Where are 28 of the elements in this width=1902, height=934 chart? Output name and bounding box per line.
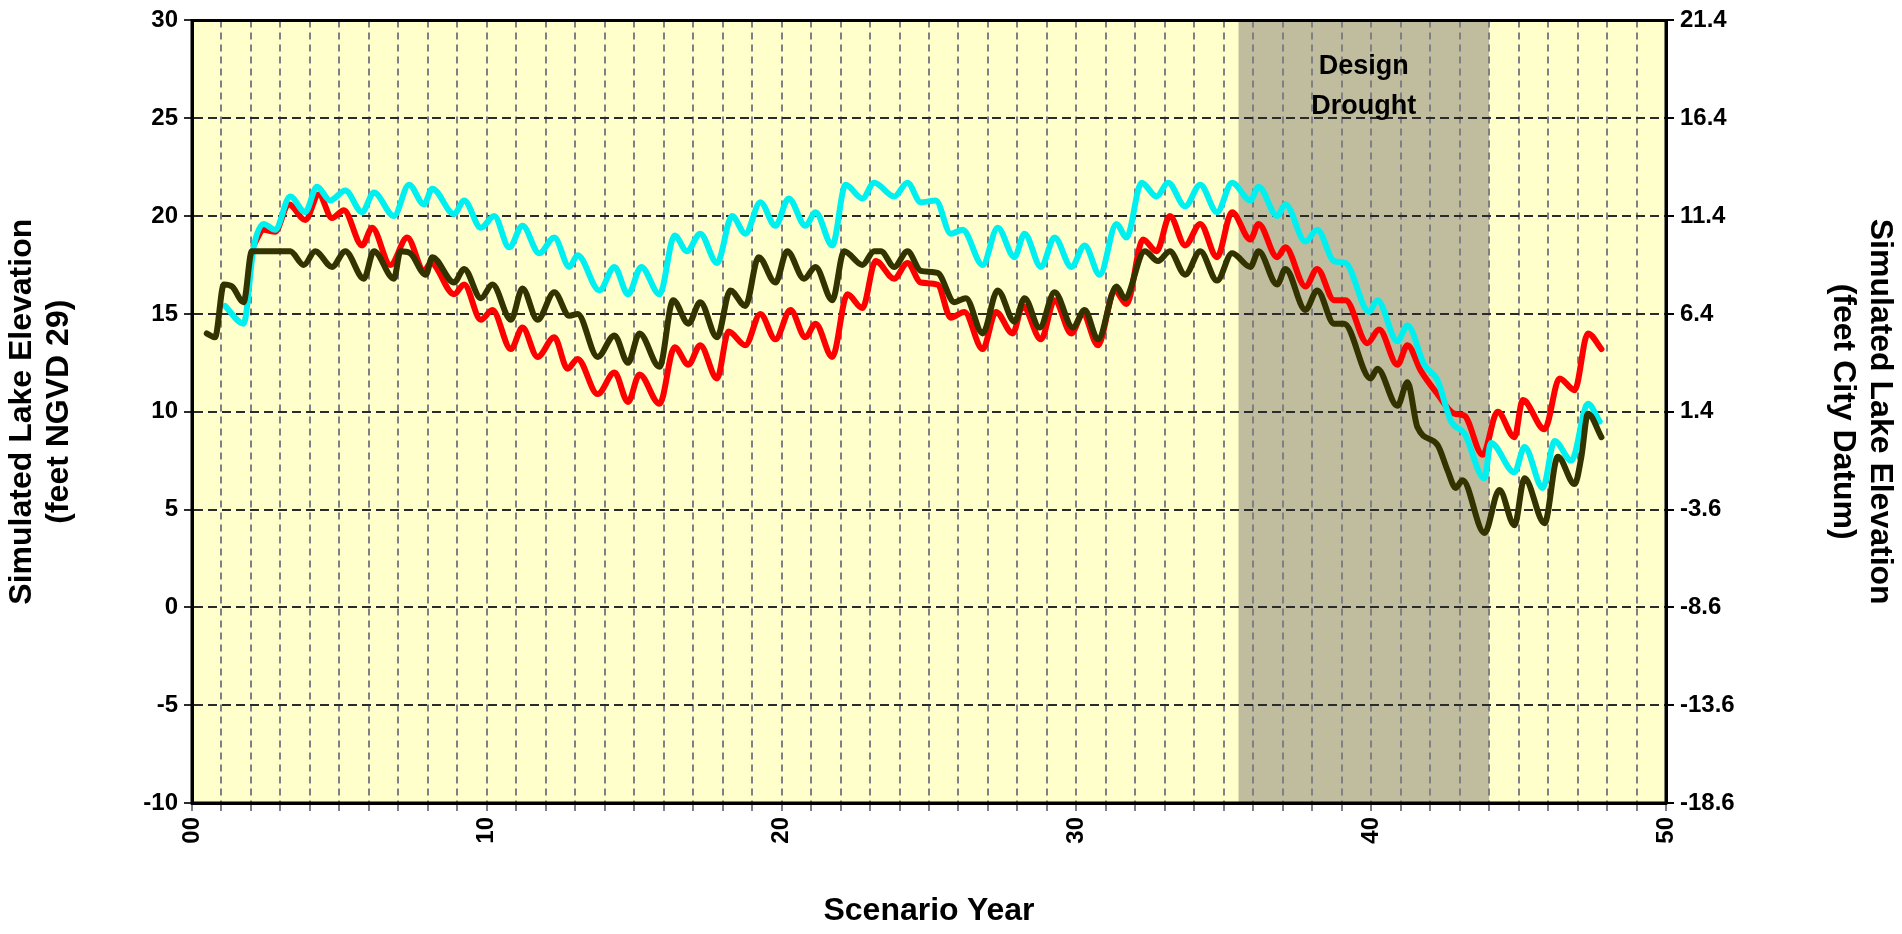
x-axis-title: Scenario Year xyxy=(823,891,1035,928)
x-tick-label: 10 xyxy=(471,817,499,844)
y2-tick-label: -13.6 xyxy=(1680,689,1735,717)
y-tick-label: 15 xyxy=(151,298,178,326)
x-tick-label: 20 xyxy=(766,817,794,844)
y2-tick-label: 16.4 xyxy=(1680,102,1728,130)
x-tick-label: 40 xyxy=(1355,817,1383,844)
y-tick-label: -5 xyxy=(156,689,178,717)
y2-tick-label: 6.4 xyxy=(1680,298,1715,326)
y2-tick-label: 11.4 xyxy=(1680,200,1727,228)
y-tick-label: 25 xyxy=(151,102,178,130)
x-tick-label: 30 xyxy=(1061,817,1089,844)
y-tick-label: 20 xyxy=(151,200,178,228)
y-tick-label: 30 xyxy=(151,5,178,33)
y-tick-label: -10 xyxy=(143,787,178,815)
y-tick-label: 10 xyxy=(151,396,178,424)
x-tick-label: 50 xyxy=(1650,817,1678,844)
y2-tick-label: 1.4 xyxy=(1680,396,1715,424)
y2-tick-label: -3.6 xyxy=(1680,494,1722,522)
y2-tick-label: 21.4 xyxy=(1680,5,1728,33)
y-tick-label: 5 xyxy=(164,494,178,522)
y2-axis-title: Simulated Lake Elevation (feet City Datum) xyxy=(1826,218,1900,605)
band-label: Design Drought xyxy=(1311,50,1417,121)
y-tick-label: 0 xyxy=(164,591,178,619)
y-axis-title: Simulated Lake Elevation (feet NGVD 29) xyxy=(2,218,76,605)
y2-tick-label: -18.6 xyxy=(1680,787,1735,815)
x-tick-label: 00 xyxy=(176,817,204,844)
y2-tick-label: -8.6 xyxy=(1680,591,1722,619)
